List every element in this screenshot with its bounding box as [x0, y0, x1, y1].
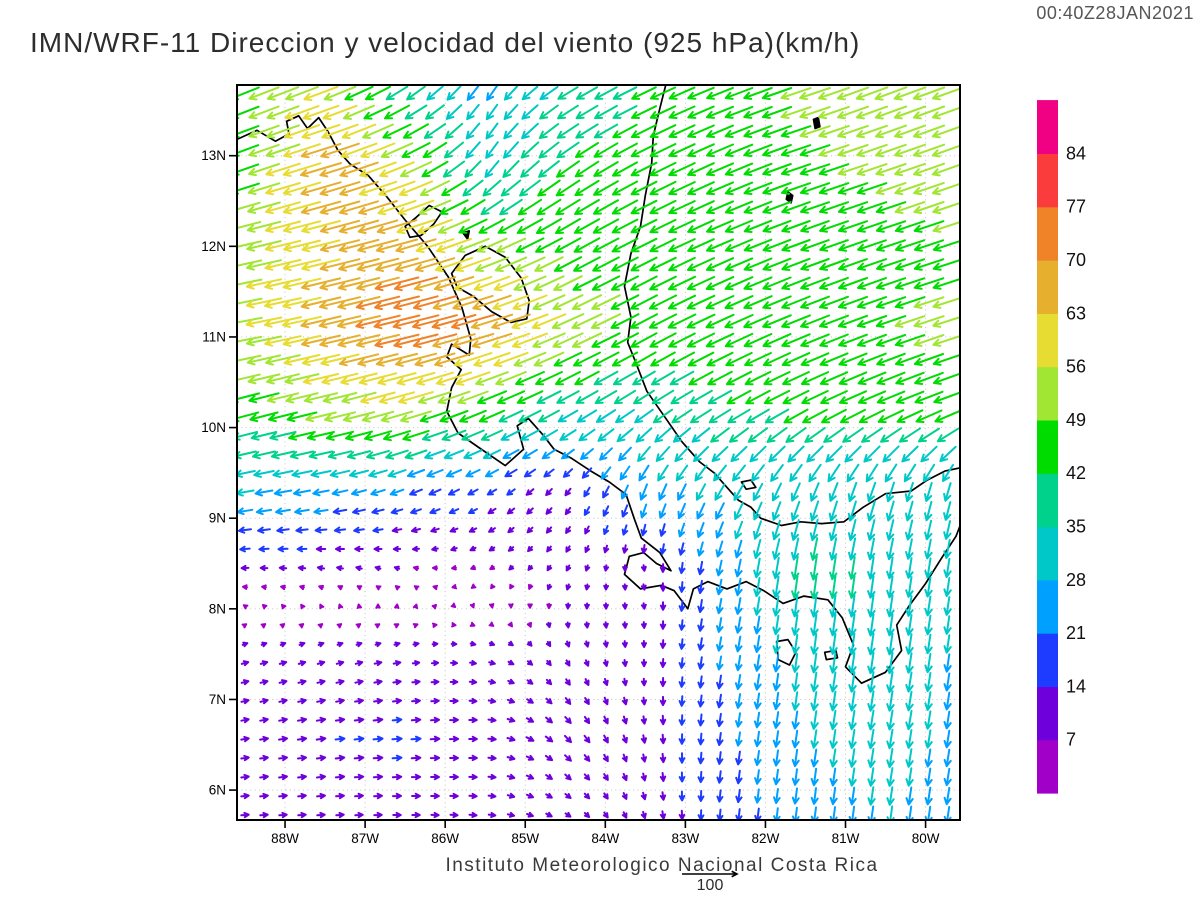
colorbar-segment	[1037, 313, 1058, 368]
colorbar: 7 14 21 28 35 42 49 56 63 70 77 84	[1037, 100, 1086, 794]
colorbar-segment	[1037, 260, 1058, 314]
colorbar-segment	[1037, 739, 1058, 794]
reference-vector	[682, 870, 739, 878]
colorbar-tick-label: 21	[1066, 623, 1086, 643]
colorbar-segment	[1037, 206, 1058, 261]
colorbar-tick-label: 63	[1066, 303, 1086, 323]
x-tick-label: 82W	[752, 831, 780, 846]
wind-arrows-00dc00	[237, 85, 960, 442]
wind-arrows-a0e632	[237, 85, 960, 423]
colorbar-tick-label: 42	[1066, 463, 1086, 483]
wind-arrows-00c8c8	[237, 85, 957, 820]
colorbar-segment	[1037, 100, 1058, 154]
page-title: IMN/WRF-11 Direccion y velocidad del vie…	[30, 27, 861, 58]
colorbar-tick-label: 7	[1066, 730, 1076, 750]
colorbar-segment	[1037, 366, 1058, 421]
credit-text: Instituto Meteorologico Nacional Costa R…	[445, 855, 879, 876]
y-tick-label: 13N	[201, 148, 226, 163]
colorbar-segment	[1037, 686, 1058, 741]
colorbar-tick-label: 28	[1066, 570, 1086, 590]
axes: 88W 87W 86W 85W 84W 83W 82W 81W 80W 13N 12N 11N 10N 9…	[201, 148, 939, 846]
y-tick-label: 12N	[201, 239, 226, 254]
coastline-bocas-islands	[740, 479, 757, 491]
colorbar-segment	[1037, 419, 1058, 474]
colorbar-tick-label: 35	[1066, 517, 1086, 537]
map-frame-layer	[236, 84, 961, 821]
coastline-pacific-coast	[237, 114, 960, 685]
colorbar-segment	[1037, 153, 1058, 208]
wind-arrows-e6af2d	[300, 142, 531, 367]
wind-arrows-1e3cff	[238, 467, 762, 820]
wind-arrows-a000c8	[241, 564, 552, 629]
x-tick-label: 83W	[671, 831, 699, 846]
wind-vectors	[237, 85, 960, 820]
colorbar-segment	[1037, 579, 1058, 634]
colorbar-tick-label: 14	[1066, 676, 1086, 696]
colorbar-tick-label: 84	[1066, 143, 1086, 163]
x-tick-label: 80W	[912, 831, 940, 846]
wind-arrows-e6dc32	[245, 85, 567, 405]
colorbar-tick-label: 49	[1066, 410, 1086, 430]
x-tick-label: 87W	[351, 831, 379, 846]
x-tick-label: 85W	[511, 831, 539, 846]
colorbar-tick-label: 70	[1066, 250, 1086, 270]
wind-arrows-00a0ff	[237, 85, 952, 820]
x-tick-label: 81W	[832, 831, 860, 846]
colorbar-segment	[1037, 633, 1058, 687]
valid-time-label: 00:40Z28JAN2021	[1036, 3, 1194, 23]
coastline-lake-managua	[404, 204, 443, 239]
y-tick-label: 8N	[209, 601, 226, 616]
y-tick-label: 9N	[209, 511, 226, 526]
coastline-providencia-island	[812, 116, 821, 130]
x-tick-label: 86W	[431, 831, 459, 846]
map-frame	[236, 84, 961, 821]
wind-arrows-6e00dc	[240, 487, 686, 820]
x-tick-label: 84W	[591, 831, 619, 846]
coastline-lake-nicaragua	[450, 245, 531, 324]
y-tick-label: 10N	[201, 420, 226, 435]
wind-arrows-00d28c	[237, 85, 960, 600]
y-tick-label: 7N	[209, 692, 226, 707]
x-tick-label: 88W	[271, 831, 299, 846]
coastline-coiba-island	[775, 638, 797, 666]
colorbar-segment	[1037, 526, 1058, 581]
reference-arrow	[682, 870, 739, 878]
wind-arrows-f08228	[355, 276, 495, 349]
reference-vector-value: 100	[696, 877, 724, 894]
colorbar-segment	[1037, 473, 1058, 528]
y-tick-label: 11N	[202, 329, 226, 344]
coastline-caribbean-coast	[623, 85, 960, 527]
y-tick-label: 6N	[209, 783, 226, 798]
colorbar-tick-label: 56	[1066, 357, 1086, 377]
colorbar-tick-label: 77	[1066, 197, 1086, 217]
